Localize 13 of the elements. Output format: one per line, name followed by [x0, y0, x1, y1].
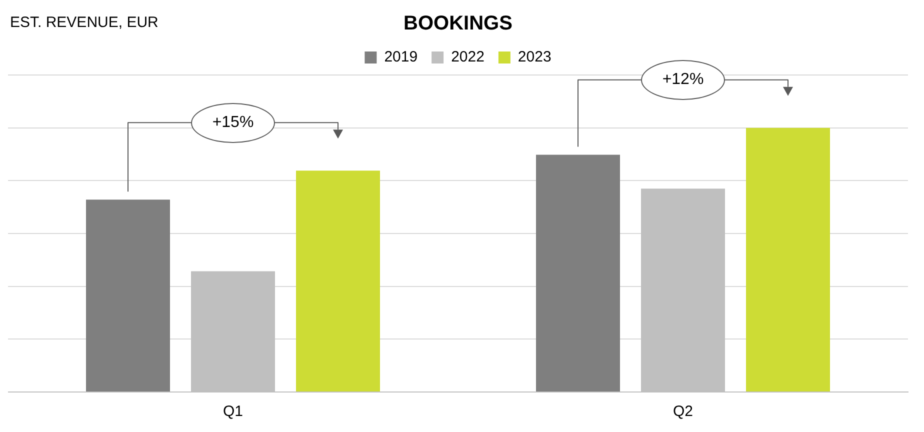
legend-label: 2023	[518, 48, 552, 66]
annotation: +15%	[212, 114, 254, 132]
x-tick-label: Q1	[222, 403, 244, 420]
bar	[296, 170, 380, 392]
x-tick-label: Q2	[672, 403, 694, 420]
bar	[536, 154, 620, 392]
bar	[86, 200, 170, 392]
text: EST. REVENUE, EUR	[10, 14, 158, 31]
text: +12%	[662, 70, 704, 89]
legend-label: 2022	[451, 48, 484, 66]
chart-title: BOOKINGS	[404, 12, 512, 35]
bar	[746, 128, 830, 392]
legend-label: 2019	[384, 48, 418, 66]
